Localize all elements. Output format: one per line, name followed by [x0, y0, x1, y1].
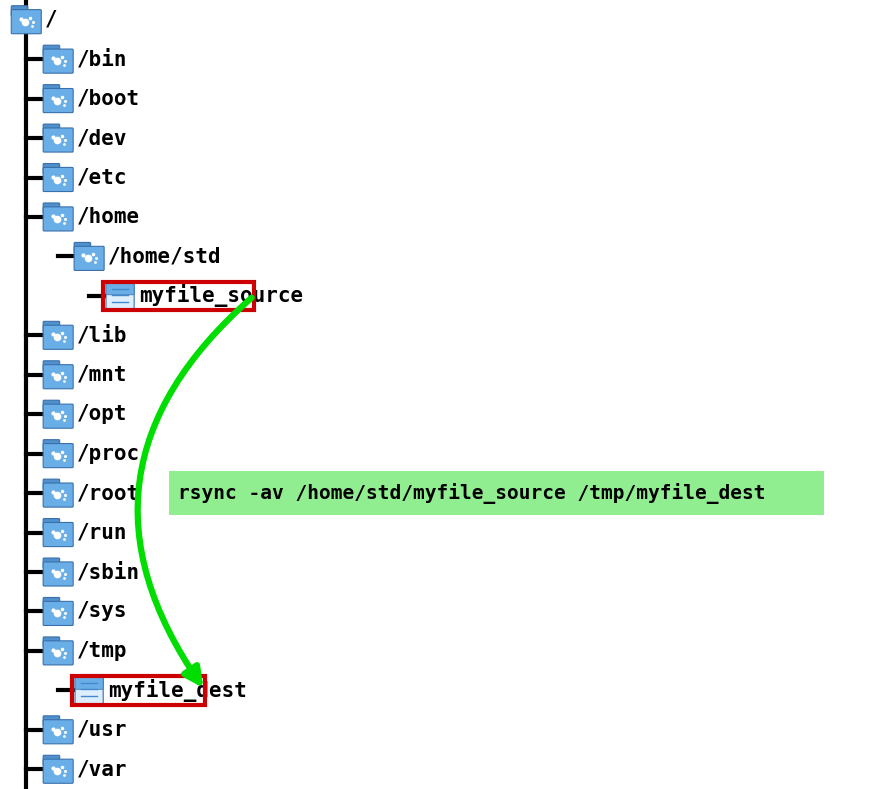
FancyBboxPatch shape [43, 128, 73, 152]
FancyBboxPatch shape [43, 562, 73, 586]
FancyBboxPatch shape [43, 49, 73, 73]
Bar [168, 472, 823, 515]
Text: /opt: /opt [77, 404, 127, 424]
Text: /mnt: /mnt [77, 365, 127, 385]
FancyArrowPatch shape [138, 297, 252, 682]
Text: /bin: /bin [77, 49, 127, 69]
FancyBboxPatch shape [43, 518, 60, 529]
FancyBboxPatch shape [43, 641, 73, 665]
FancyBboxPatch shape [43, 207, 73, 231]
FancyBboxPatch shape [43, 443, 73, 468]
Text: /dev: /dev [77, 128, 127, 148]
Text: /tmp: /tmp [77, 641, 127, 661]
FancyBboxPatch shape [11, 9, 41, 34]
FancyBboxPatch shape [43, 759, 73, 783]
FancyBboxPatch shape [11, 6, 28, 16]
FancyBboxPatch shape [74, 246, 104, 271]
FancyBboxPatch shape [43, 163, 60, 174]
Text: /run: /run [77, 522, 127, 543]
FancyBboxPatch shape [43, 483, 73, 507]
FancyBboxPatch shape [43, 404, 73, 428]
FancyBboxPatch shape [43, 365, 73, 389]
FancyBboxPatch shape [43, 637, 60, 647]
FancyBboxPatch shape [43, 325, 73, 350]
FancyBboxPatch shape [43, 716, 60, 726]
Text: /home: /home [77, 207, 140, 227]
FancyBboxPatch shape [43, 167, 73, 192]
FancyBboxPatch shape [75, 676, 103, 690]
FancyBboxPatch shape [43, 361, 60, 371]
Text: /etc: /etc [77, 167, 127, 188]
Text: /boot: /boot [77, 88, 140, 109]
Text: /usr: /usr [77, 720, 127, 740]
FancyBboxPatch shape [43, 558, 60, 568]
FancyBboxPatch shape [43, 124, 60, 134]
FancyBboxPatch shape [43, 203, 60, 213]
Text: /var: /var [77, 759, 127, 780]
FancyBboxPatch shape [106, 282, 134, 310]
Text: /lib: /lib [77, 325, 127, 346]
Text: /home/std: /home/std [108, 246, 221, 267]
Text: myfile_source: myfile_source [139, 284, 303, 308]
FancyBboxPatch shape [75, 676, 103, 705]
Text: myfile_dest: myfile_dest [108, 679, 246, 702]
Text: rsync -av /home/std/myfile_source /tmp/myfile_dest: rsync -av /home/std/myfile_source /tmp/m… [178, 483, 765, 503]
FancyBboxPatch shape [43, 88, 73, 113]
FancyBboxPatch shape [43, 522, 73, 547]
FancyBboxPatch shape [43, 45, 60, 55]
Text: /sys: /sys [77, 601, 127, 622]
FancyBboxPatch shape [43, 479, 60, 489]
Text: /root: /root [77, 483, 140, 503]
FancyBboxPatch shape [43, 720, 73, 744]
Text: /proc: /proc [77, 443, 140, 464]
FancyBboxPatch shape [43, 597, 60, 608]
FancyBboxPatch shape [74, 242, 90, 252]
FancyBboxPatch shape [106, 282, 134, 295]
Bar [72, 676, 204, 705]
Bar [103, 282, 253, 310]
FancyBboxPatch shape [43, 601, 73, 626]
FancyBboxPatch shape [43, 400, 60, 410]
FancyBboxPatch shape [43, 84, 60, 95]
FancyBboxPatch shape [43, 755, 60, 765]
Text: /: / [45, 9, 58, 30]
FancyBboxPatch shape [43, 439, 60, 450]
FancyBboxPatch shape [43, 321, 60, 331]
Text: /sbin: /sbin [77, 562, 140, 582]
